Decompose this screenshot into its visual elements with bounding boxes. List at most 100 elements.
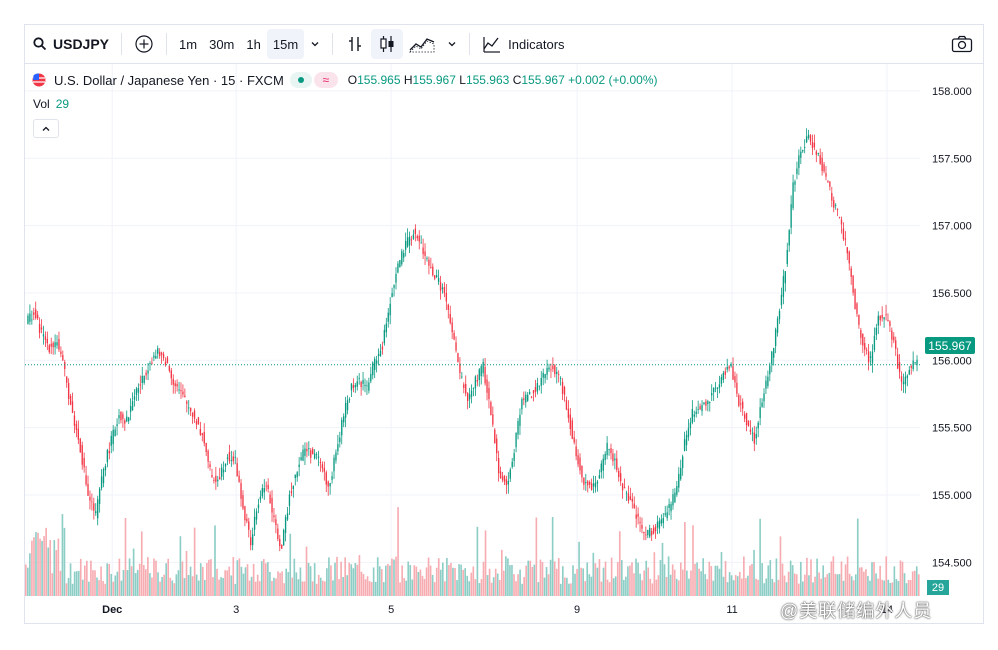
volume-bar (228, 566, 231, 596)
candle-body (374, 358, 376, 370)
volume-bar (830, 561, 833, 596)
volume-bar (848, 573, 851, 596)
interval-label: 30m (209, 36, 235, 52)
compare-button[interactable] (128, 29, 160, 59)
candle-body (443, 287, 446, 294)
volume-bar (324, 581, 326, 596)
volume-bar (415, 566, 418, 596)
candle-body (439, 282, 442, 291)
candle-body (525, 394, 527, 403)
candle-body (131, 401, 134, 411)
interval-dropdown[interactable] (304, 29, 326, 59)
volume-bar (753, 549, 755, 596)
candle-body (162, 353, 165, 358)
data-mode-badge[interactable]: ≈ (313, 72, 338, 88)
candle-body (422, 247, 424, 255)
candle-body (325, 472, 327, 485)
volume-bar (356, 564, 359, 596)
collapse-legend-button[interactable] (33, 119, 59, 138)
candle-body (157, 348, 159, 354)
candles-style-button[interactable] (371, 29, 404, 59)
candle-body (234, 456, 236, 458)
volume-bar (779, 536, 782, 596)
candle-body (153, 355, 155, 358)
volume-bar (374, 581, 377, 596)
volume-bar (118, 558, 121, 596)
candle-body (836, 208, 839, 210)
area-style-button[interactable] (403, 29, 441, 59)
candle-body (331, 476, 333, 480)
candle-body (480, 366, 482, 377)
volume-bar (814, 576, 816, 596)
candle-body (364, 384, 366, 387)
candle-body (670, 504, 672, 512)
candle-body (558, 374, 560, 376)
candle-body (97, 499, 99, 519)
volume-bar (476, 526, 479, 596)
volume-bar (751, 563, 753, 596)
bars-style-button[interactable] (339, 29, 371, 59)
candle-body (658, 520, 661, 529)
candle-body (288, 494, 291, 506)
interval-15m[interactable]: 15m (266, 29, 305, 59)
volume-bar (67, 577, 70, 596)
volume-bar (197, 580, 200, 596)
candle-body (676, 486, 678, 495)
candle-body (468, 394, 471, 400)
candle-body (517, 420, 519, 435)
candle-body (509, 469, 511, 479)
volume-bar (299, 567, 302, 596)
volume-bar (236, 560, 239, 596)
volume-bar (529, 560, 532, 596)
legend-title[interactable]: U.S. Dollar / Japanese Yen · 15 · FXCM (54, 72, 284, 88)
volume-bar (405, 580, 408, 596)
volume-bar (812, 582, 814, 596)
chart-type-dropdown[interactable] (441, 29, 463, 59)
volume-bar (712, 580, 715, 596)
volume-bar (671, 564, 674, 596)
candle-body (244, 506, 246, 521)
candle-body (327, 481, 329, 487)
candle-body (798, 155, 800, 169)
volume-bar (57, 538, 60, 596)
candle-body (358, 378, 360, 380)
x-tick-label: Dec (102, 604, 122, 616)
volume-bar (789, 560, 792, 596)
interval-1m[interactable]: 1m (173, 29, 203, 59)
volume-bar (77, 570, 80, 596)
candle-body (629, 496, 632, 500)
candle-body (860, 330, 862, 338)
interval-30m[interactable]: 30m (203, 29, 240, 59)
candle-body (435, 275, 438, 277)
volume-bar (387, 564, 389, 596)
volume-bar (663, 564, 666, 596)
snapshot-button[interactable] (945, 29, 979, 59)
candle-body (87, 483, 89, 496)
volume-bar (83, 565, 86, 596)
indicators-button[interactable]: Indicators (476, 29, 570, 59)
volume-bar (334, 562, 336, 596)
volume-bar (503, 570, 505, 596)
volume-bar (63, 527, 66, 596)
volume-bar (307, 562, 310, 596)
candle-body (470, 390, 473, 397)
volume-bar (100, 566, 102, 596)
interval-label: 1h (246, 36, 261, 52)
volume-bar (378, 566, 381, 596)
volume-bar (576, 568, 578, 596)
candle-body (300, 457, 302, 460)
volume-bar (366, 576, 369, 596)
interval-1h[interactable]: 1h (240, 29, 266, 59)
volume-bar (484, 530, 487, 596)
volume-bar (917, 574, 920, 596)
volume-bar (521, 583, 523, 596)
candle-body (120, 411, 122, 421)
candle-body (250, 537, 252, 546)
candle-body (403, 253, 405, 258)
market-status-badge[interactable] (289, 72, 312, 88)
volume-bar (218, 579, 220, 596)
symbol-search[interactable]: USDJPY (25, 29, 115, 59)
volume-bar (590, 576, 593, 596)
candle-body (170, 370, 172, 379)
